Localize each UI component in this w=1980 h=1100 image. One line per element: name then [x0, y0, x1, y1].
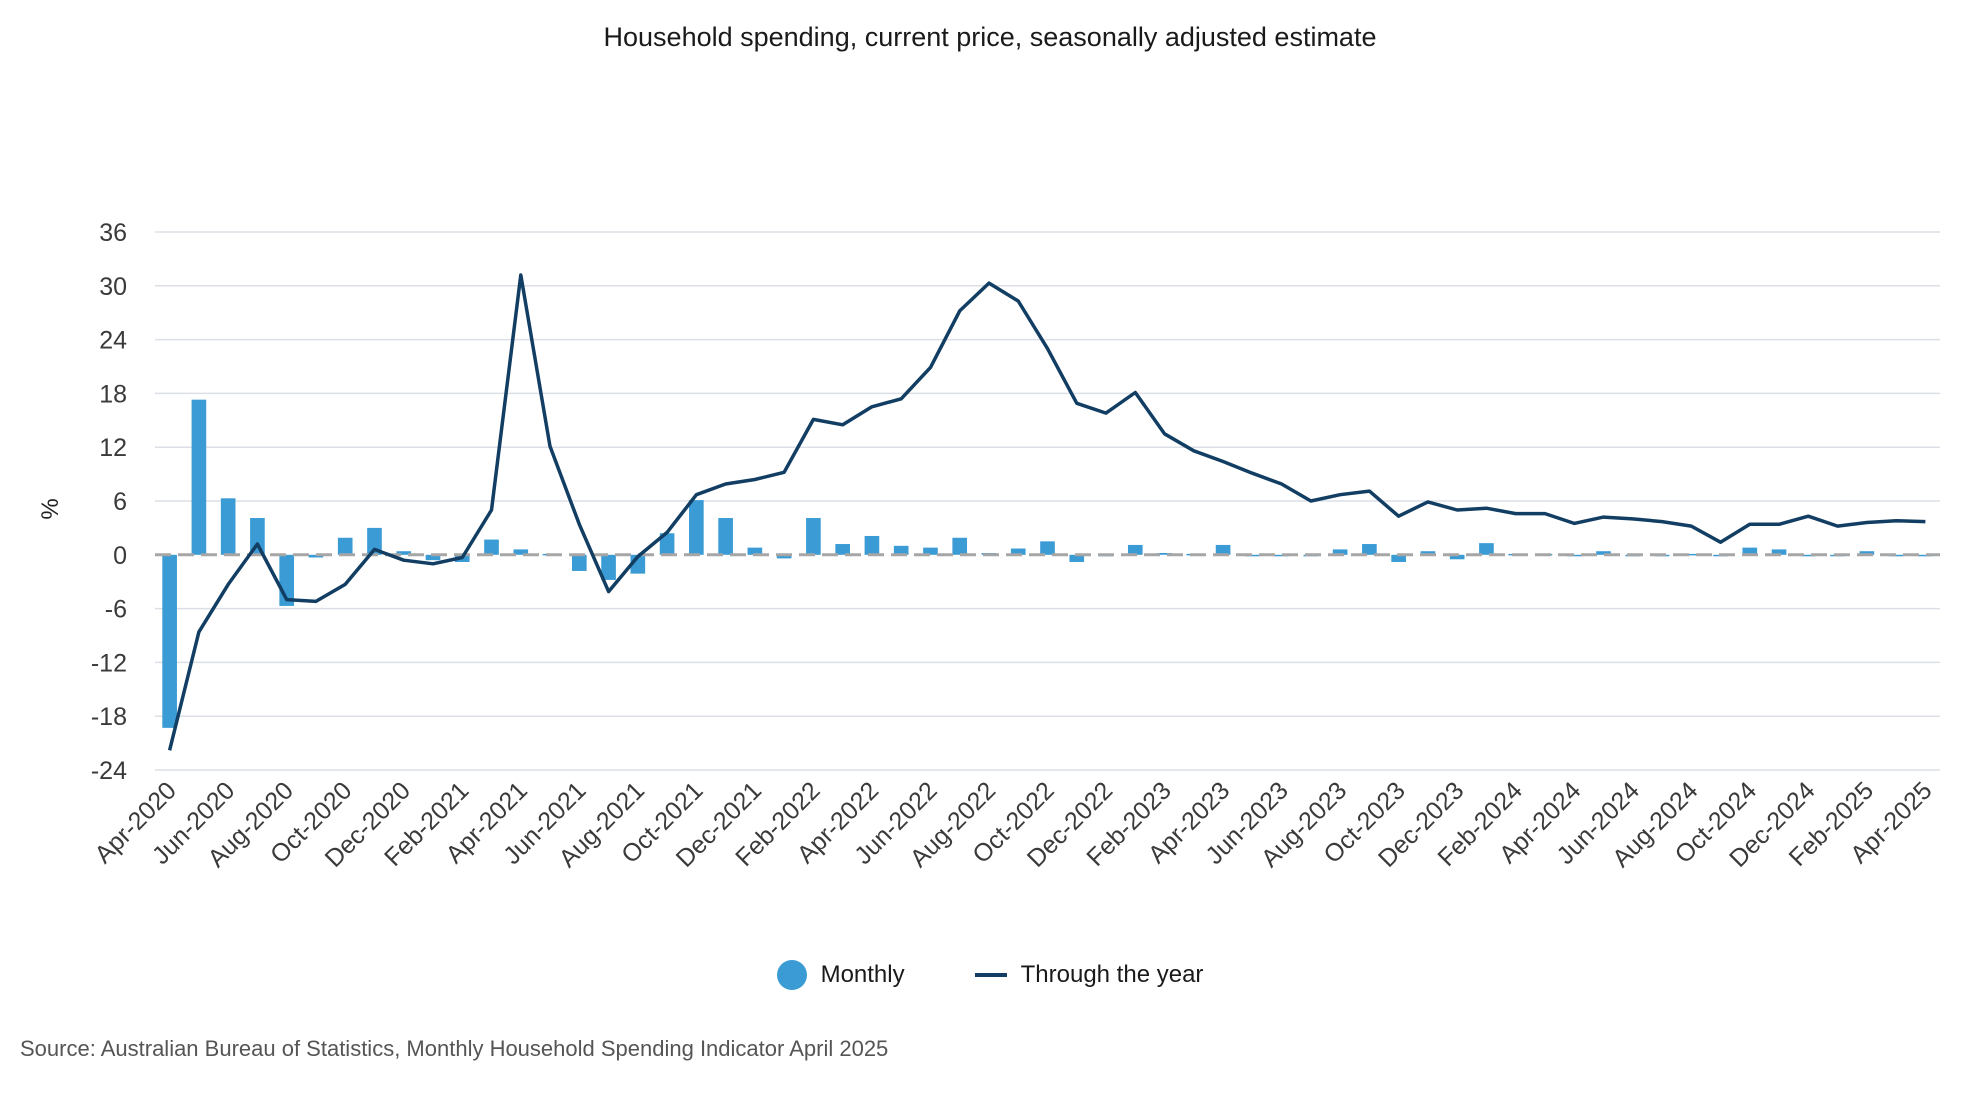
monthly-bar	[367, 527, 382, 555]
y-axis-ticks: 36 30 24 18 12 6 0 -6 -12 -18 -24	[91, 219, 127, 785]
legend-item-monthly[interactable]: Monthly	[776, 960, 905, 990]
monthly-bar	[1127, 544, 1143, 555]
legend-swatch-through-the-year	[974, 973, 1007, 977]
monthly-bar	[1771, 549, 1787, 555]
monthly-bar	[1859, 551, 1875, 555]
monthly-bar	[1918, 554, 1933, 557]
monthly-bar	[718, 518, 733, 555]
monthly-bar	[308, 554, 324, 558]
monthly-bar	[571, 554, 587, 571]
monthly-bar	[1157, 553, 1172, 555]
legend-swatch-monthly	[776, 960, 807, 990]
y-tick-label: 18	[99, 380, 127, 408]
monthly-bar	[220, 498, 236, 555]
monthly-bar	[484, 539, 499, 555]
monthly-bar	[689, 500, 704, 555]
monthly-bar	[162, 554, 177, 728]
monthly-bar	[1245, 554, 1260, 557]
monthly-bar	[1040, 541, 1055, 555]
y-tick-label: -12	[91, 649, 127, 677]
legend: Monthly Through the year	[0, 960, 1980, 990]
monthly-bar	[1069, 554, 1085, 562]
monthly-bar	[893, 545, 909, 555]
monthly-bar	[747, 547, 763, 555]
y-axis-label: %	[37, 498, 64, 519]
legend-label-monthly: Monthly	[820, 961, 905, 988]
y-tick-label: -24	[91, 757, 127, 785]
monthly-bar	[1362, 544, 1377, 555]
monthly-bar	[1010, 548, 1026, 555]
through-the-year-line-group	[167, 273, 1926, 751]
legend-item-through-the-year[interactable]: Through the year	[974, 961, 1204, 989]
chart-title: Household spending, current price, seaso…	[603, 22, 1377, 52]
y-tick-label: -6	[105, 596, 127, 624]
monthly-bar	[513, 549, 529, 555]
y-tick-label: 6	[113, 488, 127, 516]
monthly-bar	[923, 547, 938, 555]
monthly-bar	[952, 537, 968, 555]
monthly-bar	[396, 551, 412, 555]
y-tick-label: -18	[91, 703, 127, 731]
monthly-bar	[1742, 547, 1758, 555]
legend-label-through-the-year: Through the year	[1020, 961, 1204, 988]
x-axis-ticks: Apr-2020Jun-2020Aug-2020Oct-2020Dec-2020…	[89, 776, 1937, 873]
monthly-bar	[425, 554, 441, 561]
grid-lines	[155, 231, 1940, 771]
monthly-bar	[1566, 554, 1582, 557]
monthly-bar	[835, 544, 850, 555]
y-tick-label: 12	[99, 434, 127, 462]
monthly-bar	[1420, 551, 1436, 555]
monthly-bar	[1888, 554, 1904, 557]
monthly-bar	[337, 537, 353, 555]
monthly-bar	[1479, 543, 1494, 555]
monthly-bars	[162, 399, 1933, 728]
monthly-bar	[776, 554, 792, 559]
through-the-year-line	[167, 273, 1926, 751]
monthly-bar	[1274, 554, 1289, 557]
monthly-bar	[864, 535, 880, 555]
y-tick-label: 36	[99, 219, 127, 247]
y-tick-label: 24	[99, 327, 127, 355]
monthly-bar	[1215, 544, 1231, 555]
monthly-bar	[191, 399, 207, 555]
monthly-bar	[1596, 551, 1611, 555]
monthly-bar	[250, 518, 265, 555]
y-tick-label: 0	[113, 542, 127, 570]
monthly-bar	[1391, 554, 1406, 562]
monthly-bar	[1801, 554, 1816, 557]
y-tick-label: 30	[99, 273, 127, 301]
monthly-bar	[1332, 549, 1348, 555]
monthly-bar	[601, 554, 616, 580]
monthly-bar	[1683, 553, 1699, 556]
source-note: Source: Australian Bureau of Statistics,…	[20, 1036, 889, 1061]
monthly-bar	[659, 533, 675, 555]
monthly-bar	[806, 518, 821, 555]
monthly-bar	[1449, 554, 1465, 560]
